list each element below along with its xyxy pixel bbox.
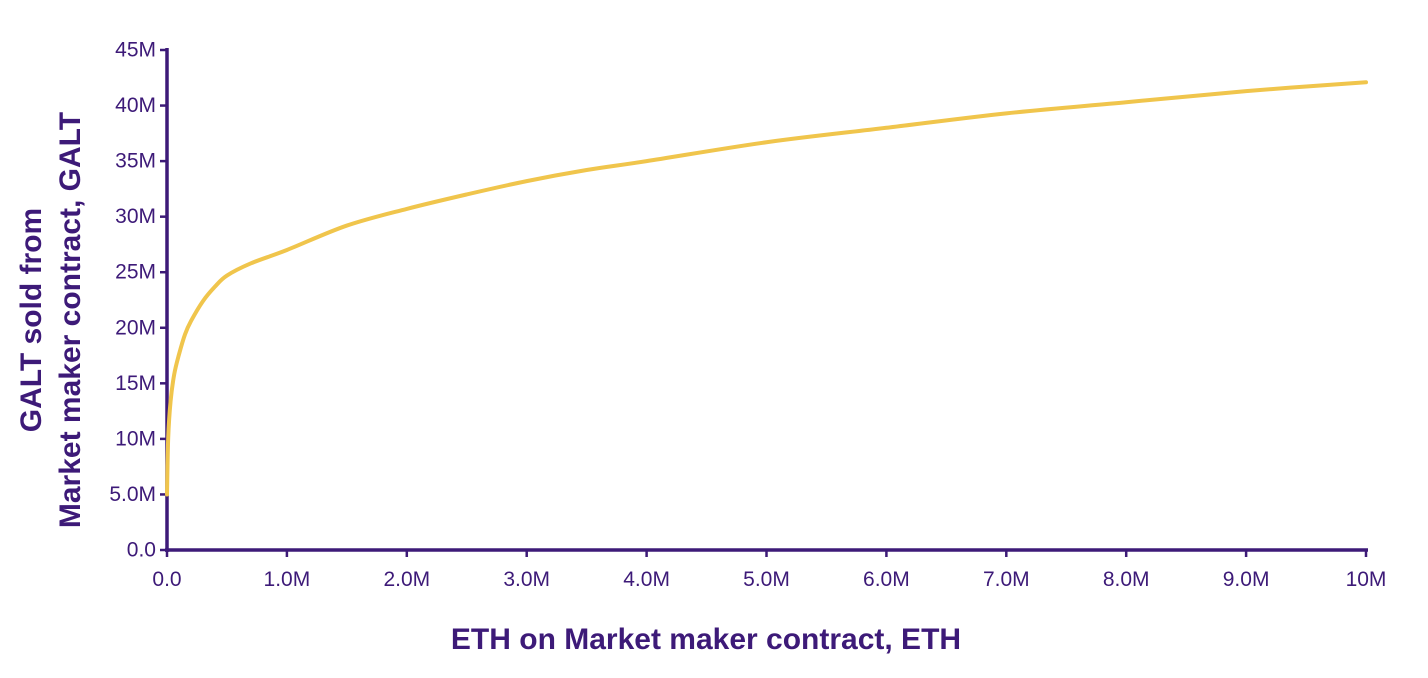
x-axis-title: ETH on Market maker contract, ETH [451,623,961,656]
plot-series [165,80,1368,497]
y-axis: 0.0 5.0M 10M 15M 20M 25M 30M 35M 40M 45M [109,39,169,562]
y-tick-label-0: 0.0 [127,539,156,562]
y-tick-label-7: 35M [115,150,156,173]
y-tick-label-6: 30M [115,205,156,228]
y-tick-label-9: 45M [115,39,156,62]
x-tick-label-6: 6.0M [863,568,910,591]
x-tick-label-0: 0.0 [152,568,181,591]
y-tick-label-4: 20M [115,316,156,339]
x-tick-label-1: 1.0M [264,568,311,591]
series-line-0 [165,80,1368,497]
x-tick-label-7: 7.0M [983,568,1030,591]
y-axis-title-line-2: Market maker contract, GALT [54,112,87,528]
y-tick-label-3: 15M [115,372,156,395]
x-axis: 0.0 1.0M 2.0M 3.0M 4.0M 5.0M 6.0M 7.0M 8.0M 9.0M 1… [152,548,1387,591]
y-axis-title-line-1: GALT sold from [15,208,48,432]
x-tick-label-10: 10M [1346,568,1387,591]
x-tick-label-4: 4.0M [623,568,670,591]
y-tick-label-8: 40M [115,94,156,117]
y-tick-label-1: 5.0M [109,483,156,506]
x-tick-label-8: 8.0M [1103,568,1150,591]
y-axis-title: GALT sold from Market maker contract, GA… [15,112,87,528]
x-tick-label-5: 5.0M [743,568,790,591]
x-tick-label-3: 3.0M [503,568,550,591]
y-tick-label-2: 10M [115,427,156,450]
x-tick-label-9: 9.0M [1223,568,1270,591]
y-tick-label-5: 25M [115,261,156,284]
x-tick-label-2: 2.0M [383,568,430,591]
